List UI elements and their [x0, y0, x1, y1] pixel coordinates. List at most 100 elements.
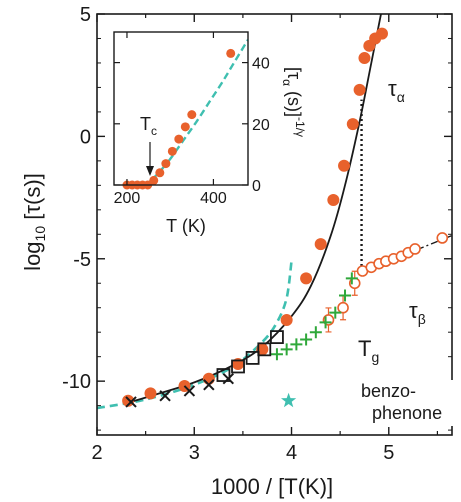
tau-alpha-main: τ	[388, 76, 397, 101]
series-x	[125, 372, 235, 408]
main-y-axis-label-sub: 10	[32, 226, 48, 242]
main-y-tick-label: -10	[62, 371, 91, 393]
open-square-point	[231, 359, 245, 374]
main-y-axis-label: log10 [τ(s)]	[20, 173, 48, 271]
inset-y-label-tau-sub: α	[280, 79, 294, 86]
filled-circle-point	[187, 110, 197, 120]
inset-y-tick-label: 20	[252, 117, 270, 134]
star-point	[281, 392, 297, 408]
main-plot-frame	[96, 13, 453, 436]
main-x-tick-label: 5	[383, 442, 394, 464]
main-data-points	[122, 27, 449, 408]
inset-fit-curve	[145, 39, 248, 185]
main-y-axis-label-rest: [τ(s)]	[20, 173, 45, 226]
series-open-square	[216, 330, 284, 382]
inset-x-tick-label: 400	[200, 190, 227, 207]
inset-chart: 200 400 0 20 40 T (K) [τα (s)]-1/γ Tc	[113, 31, 307, 236]
x-point	[183, 385, 196, 397]
filled-circle-point	[375, 27, 388, 40]
inset-x-tick-label: 200	[114, 190, 141, 207]
filled-circle-point	[144, 387, 157, 400]
filled-circle-point	[161, 159, 171, 169]
plus-point	[339, 289, 352, 302]
filled-circle-point	[314, 238, 327, 251]
inset-y-tick-label: 40	[252, 56, 270, 73]
inset-y-label-exp: -1/γ	[293, 117, 307, 137]
open-circle-point	[436, 232, 449, 244]
open-square-point	[270, 330, 284, 344]
main-y-tick-label: 5	[80, 4, 91, 26]
plus-point	[270, 348, 283, 361]
inset-y-label-tau: τ	[284, 72, 304, 79]
inset-y-tick-label: 0	[252, 178, 261, 195]
filled-circle-point	[122, 394, 135, 407]
filled-circle-point	[353, 83, 366, 96]
tc-arrow	[146, 142, 154, 176]
inset-y-label-units: (s)]	[284, 86, 304, 117]
main-y-axis-label-main: log	[20, 241, 45, 270]
tc-label: Tc	[140, 114, 157, 138]
tg-label: Tg	[358, 336, 379, 365]
open-square-point	[257, 342, 272, 357]
tau-beta-main: τ	[409, 298, 418, 323]
inset-y-axis-label: [τα (s)]-1/γ	[280, 67, 307, 137]
filled-circle-point	[149, 175, 159, 185]
open-circle-point	[409, 243, 421, 255]
tau-alpha-sub: α	[397, 89, 405, 105]
filled-circle-point	[174, 134, 184, 144]
inset-fit-clip-group	[145, 39, 248, 185]
filled-circle-point	[358, 52, 371, 65]
tau-beta-label: τβ	[409, 298, 426, 327]
main-y-tick-label: -5	[73, 249, 91, 271]
inset-series-filled-circle	[122, 48, 236, 190]
series-star	[281, 392, 297, 408]
inset-data-points	[122, 48, 236, 190]
filled-circle-point	[300, 272, 313, 285]
filled-circle-point	[280, 313, 293, 326]
filled-circle-point	[167, 146, 177, 156]
plus-point	[290, 338, 303, 351]
series-plus	[270, 272, 358, 361]
vft-fit-curve	[125, 14, 382, 405]
filled-circle-point	[346, 118, 359, 131]
inset-y-label-bracket: [	[284, 67, 304, 72]
main-x-tick-label: 3	[189, 442, 200, 464]
inset-background	[114, 32, 248, 185]
plus-point	[329, 306, 342, 319]
plus-point	[319, 316, 332, 329]
plus-point	[280, 343, 293, 356]
inset-x-axis-label: T (K)	[166, 216, 206, 236]
main-y-tick-label: 0	[80, 126, 91, 148]
x-point	[159, 390, 171, 402]
filled-circle-point	[155, 168, 165, 178]
inset-teal-dashed-fit	[145, 39, 248, 185]
main-x-tick-label: 2	[91, 442, 102, 464]
plus-point	[345, 272, 358, 285]
plus-point	[300, 333, 313, 346]
filled-circle-point	[327, 194, 340, 207]
tc-main: T	[140, 114, 151, 134]
series-open-circle	[322, 232, 449, 333]
x-point	[125, 396, 137, 408]
material-label-line1: benzo-	[361, 381, 416, 401]
filled-circle-point	[180, 122, 190, 132]
tg-sub: g	[371, 349, 379, 365]
material-label-line2: phenone	[372, 403, 442, 423]
tau-alpha-label: τα	[388, 76, 405, 105]
x-point	[203, 379, 215, 391]
svg-text:log10 [τ(s)]: log10 [τ(s)]	[20, 173, 48, 271]
filled-circle-point	[202, 372, 215, 385]
filled-circle-point	[338, 159, 351, 172]
main-axes: 2 3 4 5 5 0 -5 -10	[62, 4, 453, 464]
svg-text:[τα (s)]-1/γ: [τα (s)]-1/γ	[280, 67, 307, 137]
x-point	[222, 372, 235, 385]
tau-beta-sub: β	[418, 311, 426, 327]
open-square-point	[245, 350, 260, 365]
inset-axes: 200 400 0 20 40	[113, 31, 270, 207]
plus-point	[309, 326, 322, 339]
inset-plot-frame	[113, 31, 249, 186]
tg-main: T	[358, 336, 371, 361]
open-square-point	[216, 368, 231, 382]
material-label-background	[358, 380, 458, 426]
